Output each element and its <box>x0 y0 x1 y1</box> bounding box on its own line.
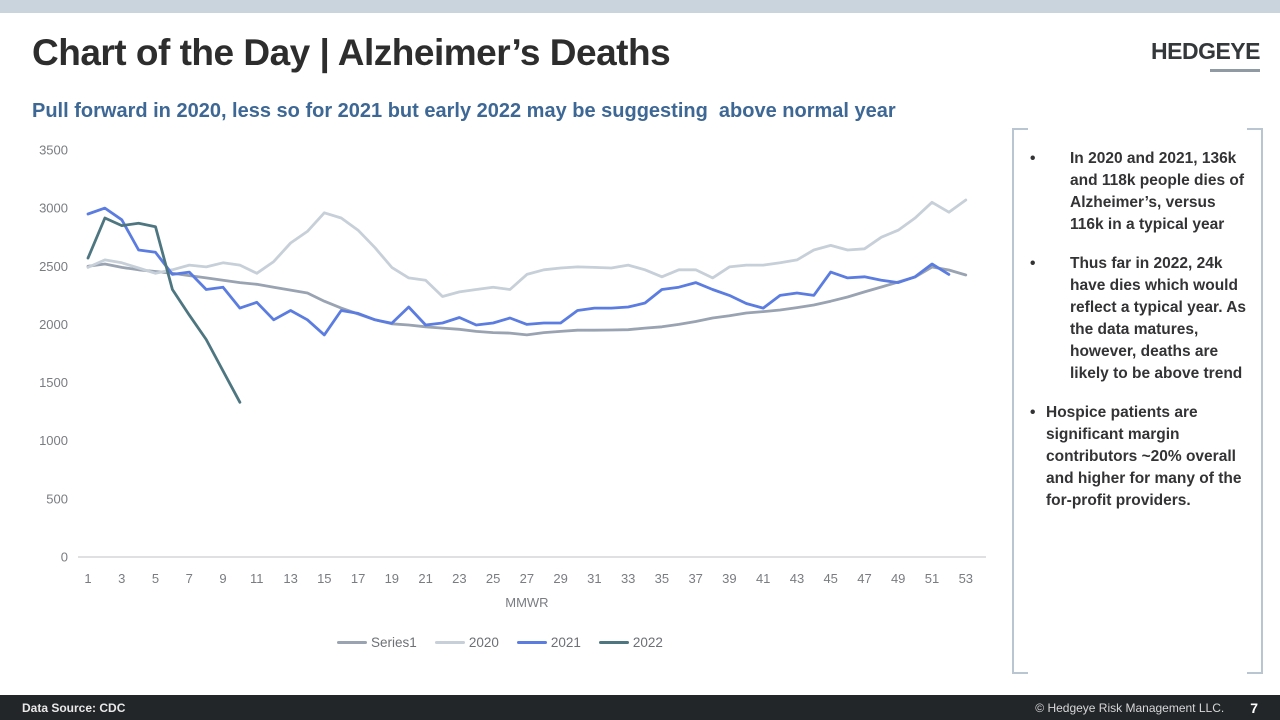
x-axis-tick-label: 1 <box>84 571 91 586</box>
x-axis-tick-label: 37 <box>688 571 702 586</box>
callout-corner <box>1247 128 1263 130</box>
x-axis-title: MMWR <box>505 595 548 610</box>
series-line-Series1 <box>86 262 968 337</box>
y-axis-tick-label: 3500 <box>39 143 68 158</box>
x-axis-tick-label: 53 <box>959 571 973 586</box>
top-accent-bar <box>0 0 1280 13</box>
legend-item-Series1: Series1 <box>337 635 417 650</box>
legend-label: Series1 <box>371 635 417 650</box>
bullet-item: • Thus far in 2022, 24k have dies which w… <box>1030 253 1247 385</box>
x-axis-tick-label: 49 <box>891 571 905 586</box>
x-axis-tick-label: 13 <box>283 571 297 586</box>
legend-item-2020: 2020 <box>434 635 499 650</box>
y-axis-tick-label: 500 <box>46 491 68 506</box>
bullet-item: • In 2020 and 2021, 136k and 118k people … <box>1030 148 1247 236</box>
series-line-2020 <box>86 198 968 298</box>
x-axis-tick-label: 39 <box>722 571 736 586</box>
x-axis-tick-label: 27 <box>520 571 534 586</box>
x-axis-tick-label: 47 <box>857 571 871 586</box>
legend-item-2022: 2022 <box>598 635 663 650</box>
series-line-2022 <box>86 216 242 404</box>
legend-swatch <box>337 641 368 644</box>
copyright-label: © Hedgeye Risk Management LLC. <box>1035 700 1225 715</box>
footer-bar: Data Source: CDC © Hedgeye Risk Manageme… <box>0 695 1280 720</box>
x-axis-tick-label: 23 <box>452 571 466 586</box>
x-axis-tick-label: 41 <box>756 571 770 586</box>
x-axis-tick-label: 3 <box>118 571 125 586</box>
x-axis-tick-label: 33 <box>621 571 635 586</box>
bullet-item: • Hospice patients are significant margin… <box>1030 402 1247 512</box>
y-axis-tick-label: 3000 <box>39 201 68 216</box>
legend-swatch <box>516 641 547 644</box>
x-axis-tick-label: 7 <box>186 571 193 586</box>
x-axis-tick-label: 15 <box>317 571 331 586</box>
callout-corner <box>1247 672 1263 674</box>
x-axis-tick-label: 45 <box>823 571 837 586</box>
bullet-text: In 2020 and 2021, 136k and 118k people d… <box>1070 150 1245 233</box>
x-axis-tick-label: 51 <box>925 571 939 586</box>
bullet-marker: • <box>1030 150 1036 167</box>
x-axis-tick-label: 11 <box>250 571 264 586</box>
page-number: 7 <box>1250 699 1258 716</box>
x-axis-tick-label: 19 <box>385 571 399 586</box>
y-axis-tick-label: 2500 <box>39 259 68 274</box>
legend-label: 2022 <box>632 635 663 650</box>
brand-logo: HEDGEYE <box>1151 38 1260 72</box>
page-subtitle: Pull forward in 2020, less so for 2021 b… <box>32 100 896 122</box>
page-title: Chart of the Day | Alzheimer’s Deaths <box>32 32 671 73</box>
legend-label: 2021 <box>550 635 581 650</box>
legend-swatch <box>598 641 629 644</box>
bullet-text: Hospice patients are significant margin … <box>1046 404 1242 509</box>
y-axis-tick-label: 0 <box>61 550 68 565</box>
bullet-list: • In 2020 and 2021, 136k and 118k people … <box>1014 128 1261 512</box>
x-axis-tick-label: 31 <box>587 571 601 586</box>
bullet-marker: • <box>1030 404 1036 421</box>
brand-underline <box>1210 69 1260 72</box>
chart-legend: Series1 2020 2021 2022 <box>0 635 1000 650</box>
series-line-2021 <box>86 206 951 337</box>
callout-corner <box>1012 672 1028 674</box>
legend-swatch <box>434 641 465 644</box>
data-source-label: Data Source: CDC <box>22 700 126 715</box>
bullet-marker: • <box>1030 255 1036 272</box>
bullet-text: Thus far in 2022, 24k have dies which wo… <box>1070 255 1247 382</box>
y-axis-tick-label: 1000 <box>39 433 68 448</box>
x-axis-tick-label: 9 <box>219 571 226 586</box>
x-axis-tick-label: 5 <box>152 571 159 586</box>
callout-box: • In 2020 and 2021, 136k and 118k people … <box>1012 128 1263 674</box>
y-axis-tick-label: 1500 <box>39 375 68 390</box>
line-chart: 0 500 1000 1500 2000 2500 3000 3500 1 3 5 7 9 11 13 15 1… <box>0 135 1000 675</box>
y-axis-tick-label: 2000 <box>39 317 68 332</box>
x-axis-tick-label: 21 <box>418 571 432 586</box>
callout-corner <box>1012 128 1028 130</box>
x-axis-tick-label: 25 <box>486 571 500 586</box>
x-axis-tick-label: 43 <box>790 571 804 586</box>
x-axis-tick-label: 35 <box>655 571 669 586</box>
legend-label: 2020 <box>468 635 499 650</box>
x-axis-tick-label: 29 <box>553 571 567 586</box>
x-axis-tick-label: 17 <box>351 571 365 586</box>
legend-item-2021: 2021 <box>516 635 581 650</box>
brand-logo-text: HEDGEYE <box>1151 38 1260 64</box>
